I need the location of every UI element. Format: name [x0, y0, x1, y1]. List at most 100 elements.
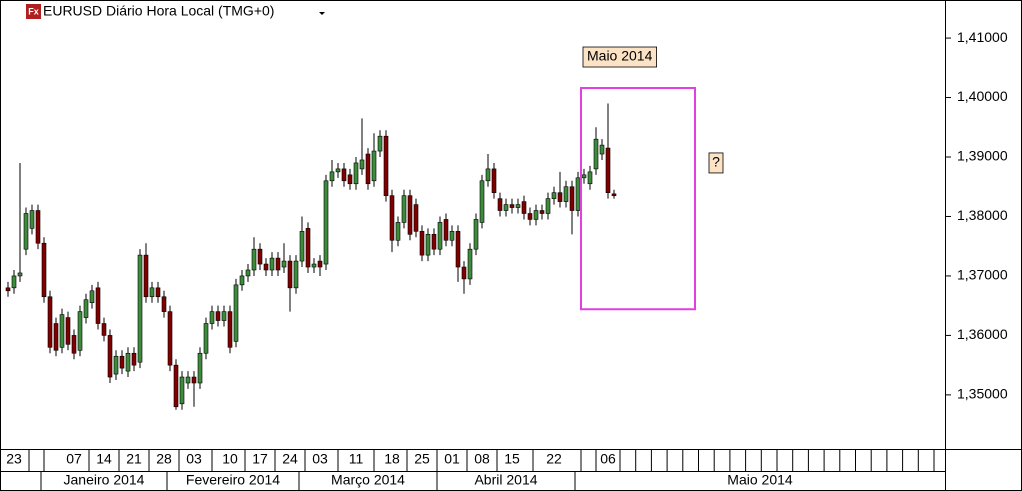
- x-tick-label: 08: [474, 451, 490, 467]
- candle-body: [515, 204, 521, 208]
- candle-body: [143, 254, 149, 298]
- x-tick-label: 07: [66, 451, 82, 467]
- chart-title[interactable]: EURUSD Diário Hora Local (TMG+0): [43, 3, 274, 19]
- month-label: Abril 2014: [474, 472, 537, 488]
- candle-body: [575, 177, 581, 211]
- x-tick-label: 06: [600, 451, 616, 467]
- y-tick-label: 1,37000: [957, 267, 1008, 283]
- candle-body: [563, 186, 569, 202]
- candle-body: [449, 231, 455, 241]
- candle-body: [11, 275, 17, 289]
- x-tick-label: 22: [546, 451, 562, 467]
- candle-body: [155, 287, 161, 298]
- candle-body: [329, 171, 335, 182]
- candle-body: [293, 260, 299, 289]
- candle-body: [89, 290, 95, 304]
- candle-body: [539, 210, 545, 214]
- candle-body: [59, 314, 65, 348]
- candle-body: [251, 248, 257, 271]
- candle-body: [209, 311, 215, 324]
- candle-body: [71, 335, 77, 354]
- candle-body: [275, 257, 281, 271]
- candle-body: [461, 266, 467, 280]
- candle-body: [503, 204, 509, 211]
- candle-body: [497, 198, 503, 211]
- candle-body: [443, 219, 449, 241]
- candle-body: [305, 228, 311, 268]
- box-label: Maio 2014: [587, 48, 653, 64]
- candle-body: [203, 323, 209, 354]
- candle-body: [353, 162, 359, 185]
- candle-body: [167, 311, 173, 366]
- candle-body: [587, 171, 593, 185]
- x-tick-label: 03: [186, 451, 202, 467]
- month-label: Fevereiro 2014: [186, 472, 280, 488]
- dropdown-arrow[interactable]: [319, 12, 325, 15]
- candle-body: [119, 355, 125, 369]
- note-label: ?: [712, 154, 720, 170]
- candle-body: [197, 352, 203, 384]
- candle-body: [221, 311, 227, 321]
- x-tick-label: 25: [414, 451, 430, 467]
- candle-body: [161, 296, 167, 312]
- candle-body: [419, 231, 425, 256]
- candle-body: [605, 147, 611, 193]
- candle-body: [413, 204, 419, 232]
- candle-body: [491, 168, 497, 193]
- candle-body: [455, 231, 461, 268]
- candle-body: [287, 260, 293, 289]
- candle-body: [401, 195, 407, 223]
- month-label: Março 2014: [331, 472, 405, 488]
- candle-body: [317, 260, 323, 268]
- month-label: Maio 2014: [727, 472, 793, 488]
- y-tick-label: 1,41000: [957, 29, 1008, 45]
- candle-body: [113, 355, 119, 375]
- candle-body: [29, 210, 35, 229]
- y-tick-label: 1,40000: [957, 88, 1008, 104]
- candle-body: [341, 168, 347, 182]
- candle-body: [545, 198, 551, 214]
- x-tick-label: 11: [349, 451, 364, 467]
- x-tick-label: 17: [252, 451, 268, 467]
- candle-body: [533, 210, 539, 220]
- candle-body: [557, 192, 563, 202]
- candle-body: [137, 254, 143, 363]
- candle-body: [35, 210, 41, 244]
- candle-body: [347, 174, 353, 185]
- candle-body: [125, 352, 131, 372]
- candle-body: [173, 364, 179, 408]
- x-tick-label: 03: [312, 451, 328, 467]
- candle-body: [371, 150, 377, 182]
- candle-body: [599, 144, 605, 155]
- x-tick-label: 18: [384, 451, 400, 467]
- candle-body: [41, 242, 47, 298]
- candle-body: [485, 168, 491, 182]
- x-tick-label: 10: [222, 451, 238, 467]
- candle-body: [245, 269, 251, 277]
- candle-body: [257, 248, 263, 265]
- candle-body: [311, 263, 317, 268]
- x-tick-label: 23: [6, 451, 22, 467]
- candle-body: [281, 260, 287, 268]
- candle-body: [149, 287, 155, 298]
- candle-body: [179, 376, 185, 405]
- candle-body: [47, 296, 53, 348]
- x-tick-label: 21: [126, 451, 142, 467]
- candle-body: [299, 231, 305, 262]
- candle-body: [335, 168, 341, 173]
- candle-body: [359, 159, 365, 170]
- y-tick-label: 1,35000: [957, 386, 1008, 402]
- candle-body: [389, 195, 395, 241]
- candle-body: [593, 138, 599, 170]
- y-tick-label: 1,38000: [957, 207, 1008, 223]
- candle-body: [395, 222, 401, 241]
- x-tick-label: 28: [156, 451, 172, 467]
- candle-body: [191, 376, 197, 384]
- candle-body: [581, 174, 587, 179]
- candle-body: [437, 222, 443, 250]
- candle-body: [611, 193, 617, 196]
- candle-body: [551, 192, 557, 199]
- candle-body: [263, 263, 269, 271]
